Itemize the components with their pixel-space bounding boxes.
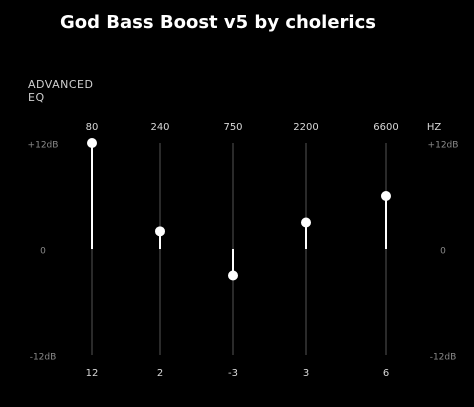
y-tick-label: 0 [40,247,46,257]
slider-knob [228,270,238,281]
slider-value: 2 [157,368,163,379]
panel-label-box: ADVANCED EQ [28,78,94,104]
frequency-label: 240 [150,122,169,133]
y-tick-label: 0 [440,247,446,257]
frequency-label: 2200 [293,122,318,133]
slider-knob [87,138,97,148]
panel-label: ADVANCED EQ [28,78,94,104]
x-unit: HZ [427,122,442,133]
frequency-label: 750 [223,122,242,133]
slider-knob [301,217,311,228]
y-tick-label: +12dB [28,141,59,151]
slider-value: 3 [303,368,309,379]
y-tick-label: -12dB [430,353,457,363]
slider-knob [155,226,165,237]
slider-value: -3 [228,368,238,379]
title: God Bass Boost v5 by cholerics [60,12,376,33]
y-tick-label: -12dB [30,353,57,363]
slider-knob [381,191,391,201]
slider-value: 6 [383,368,389,379]
slider-value: 12 [86,368,99,379]
frequency-label: 80 [86,122,99,133]
frequency-label: 6600 [373,122,398,133]
y-tick-label: +12dB [428,141,459,151]
